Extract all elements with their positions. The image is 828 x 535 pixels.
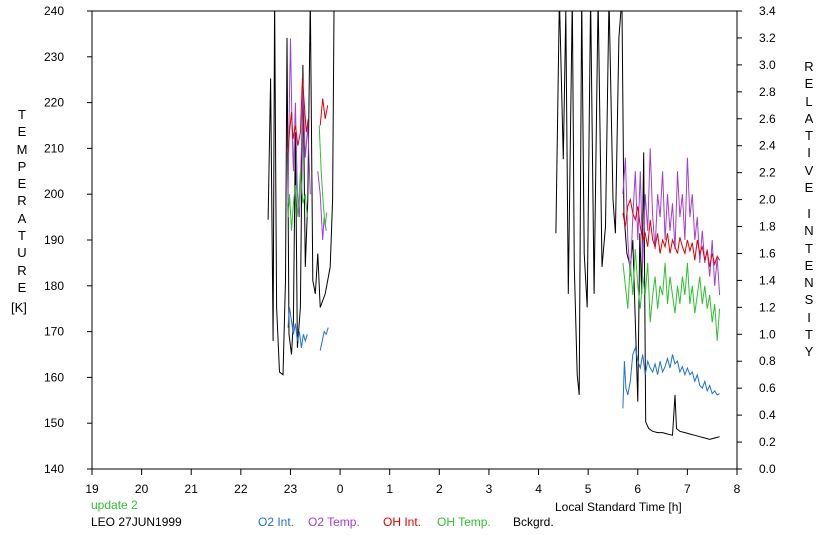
series-line (287, 171, 308, 231)
series-o2-int (287, 307, 720, 409)
x-tick-label: 20 (135, 482, 149, 496)
left-tick-label: 220 (44, 96, 64, 110)
series-line (622, 197, 721, 267)
right-tick-label: 0.0 (759, 462, 776, 476)
series-line (622, 249, 721, 341)
series-oh-int (287, 78, 721, 267)
left-tick-label: 140 (44, 462, 64, 476)
right-tick-label: 0.2 (759, 435, 776, 449)
x-tick-label: 0 (337, 482, 344, 496)
right-tick-label: 2.8 (759, 85, 776, 99)
x-tick-label: 22 (234, 482, 248, 496)
left-tick-label: 200 (44, 187, 64, 201)
right-tick-label: 1.6 (759, 246, 776, 260)
axes (87, 10, 742, 475)
x-tick-label: 19 (85, 482, 99, 496)
left-tick-label: 180 (44, 279, 64, 293)
series-bckgrd (267, 11, 720, 440)
station-label: LEO 27JUN1999 (91, 515, 182, 529)
right-tick-label: 1.4 (759, 273, 776, 287)
x-tick-label: 3 (486, 482, 493, 496)
x-tick-label: 6 (634, 482, 641, 496)
x-tick-label: 1 (386, 482, 393, 496)
right-tick-label: 0.4 (759, 408, 776, 422)
series-line (319, 327, 329, 351)
series-oh-temp (287, 125, 721, 341)
left-tick-label: 160 (44, 370, 64, 384)
series-line (287, 307, 308, 348)
x-tick-label: 8 (734, 482, 741, 496)
x-tick-label: 21 (185, 482, 199, 496)
tick-labels: 1401501601701801902002102202302400.00.20… (44, 4, 776, 496)
left-tick-label: 230 (44, 50, 64, 64)
legend-entry: Bckgrd. (513, 515, 554, 529)
right-tick-label: 2.2 (759, 166, 776, 180)
left-axis-label: T E M P E R A T U R E (16, 107, 28, 295)
x-tick-label: 5 (585, 482, 592, 496)
right-tick-label: 3.2 (759, 31, 776, 45)
legend-entry: O2 Temp. (308, 515, 360, 529)
x-tick-label: 4 (535, 482, 542, 496)
series-layer (267, 11, 721, 440)
series-o2-temp (287, 38, 721, 296)
x-tick-label: 7 (684, 482, 691, 496)
left-tick-label: 150 (44, 416, 64, 430)
series-line (555, 11, 720, 440)
series-line (287, 38, 311, 218)
series-line (287, 78, 309, 153)
left-tick-label: 210 (44, 141, 64, 155)
right-tick-label: 1.0 (759, 327, 776, 341)
update-label: update 2 (91, 498, 138, 512)
right-tick-label: 2.0 (759, 193, 776, 207)
series-line (622, 148, 721, 296)
right-tick-label: 0.6 (759, 381, 776, 395)
x-tick-label: 2 (436, 482, 443, 496)
legend-entry: OH Temp. (437, 515, 491, 529)
x-axis-label: Local Standard Time [h] (555, 500, 682, 514)
series-line (267, 11, 335, 376)
legend-entry: O2 Int. (258, 515, 295, 529)
right-tick-label: 1.8 (759, 220, 776, 234)
right-tick-label: 3.4 (759, 4, 776, 18)
series-line (319, 98, 329, 126)
right-axis-label-relative: R E L A T I V E (804, 59, 814, 196)
right-axis-label-intensity: I N T E N S I T Y (804, 206, 814, 360)
left-tick-label: 190 (44, 233, 64, 247)
left-tick-label: 170 (44, 325, 64, 339)
left-axis-unit: [K] (11, 300, 27, 315)
left-tick-label: 240 (44, 4, 64, 18)
right-tick-label: 2.4 (759, 139, 776, 153)
right-tick-label: 1.2 (759, 300, 776, 314)
right-tick-label: 3.0 (759, 58, 776, 72)
x-tick-label: 23 (284, 482, 298, 496)
right-tick-label: 2.6 (759, 112, 776, 126)
series-line (622, 345, 720, 409)
legend-entry: OH Int. (383, 515, 422, 529)
series-line (318, 125, 328, 227)
right-tick-label: 0.8 (759, 354, 776, 368)
